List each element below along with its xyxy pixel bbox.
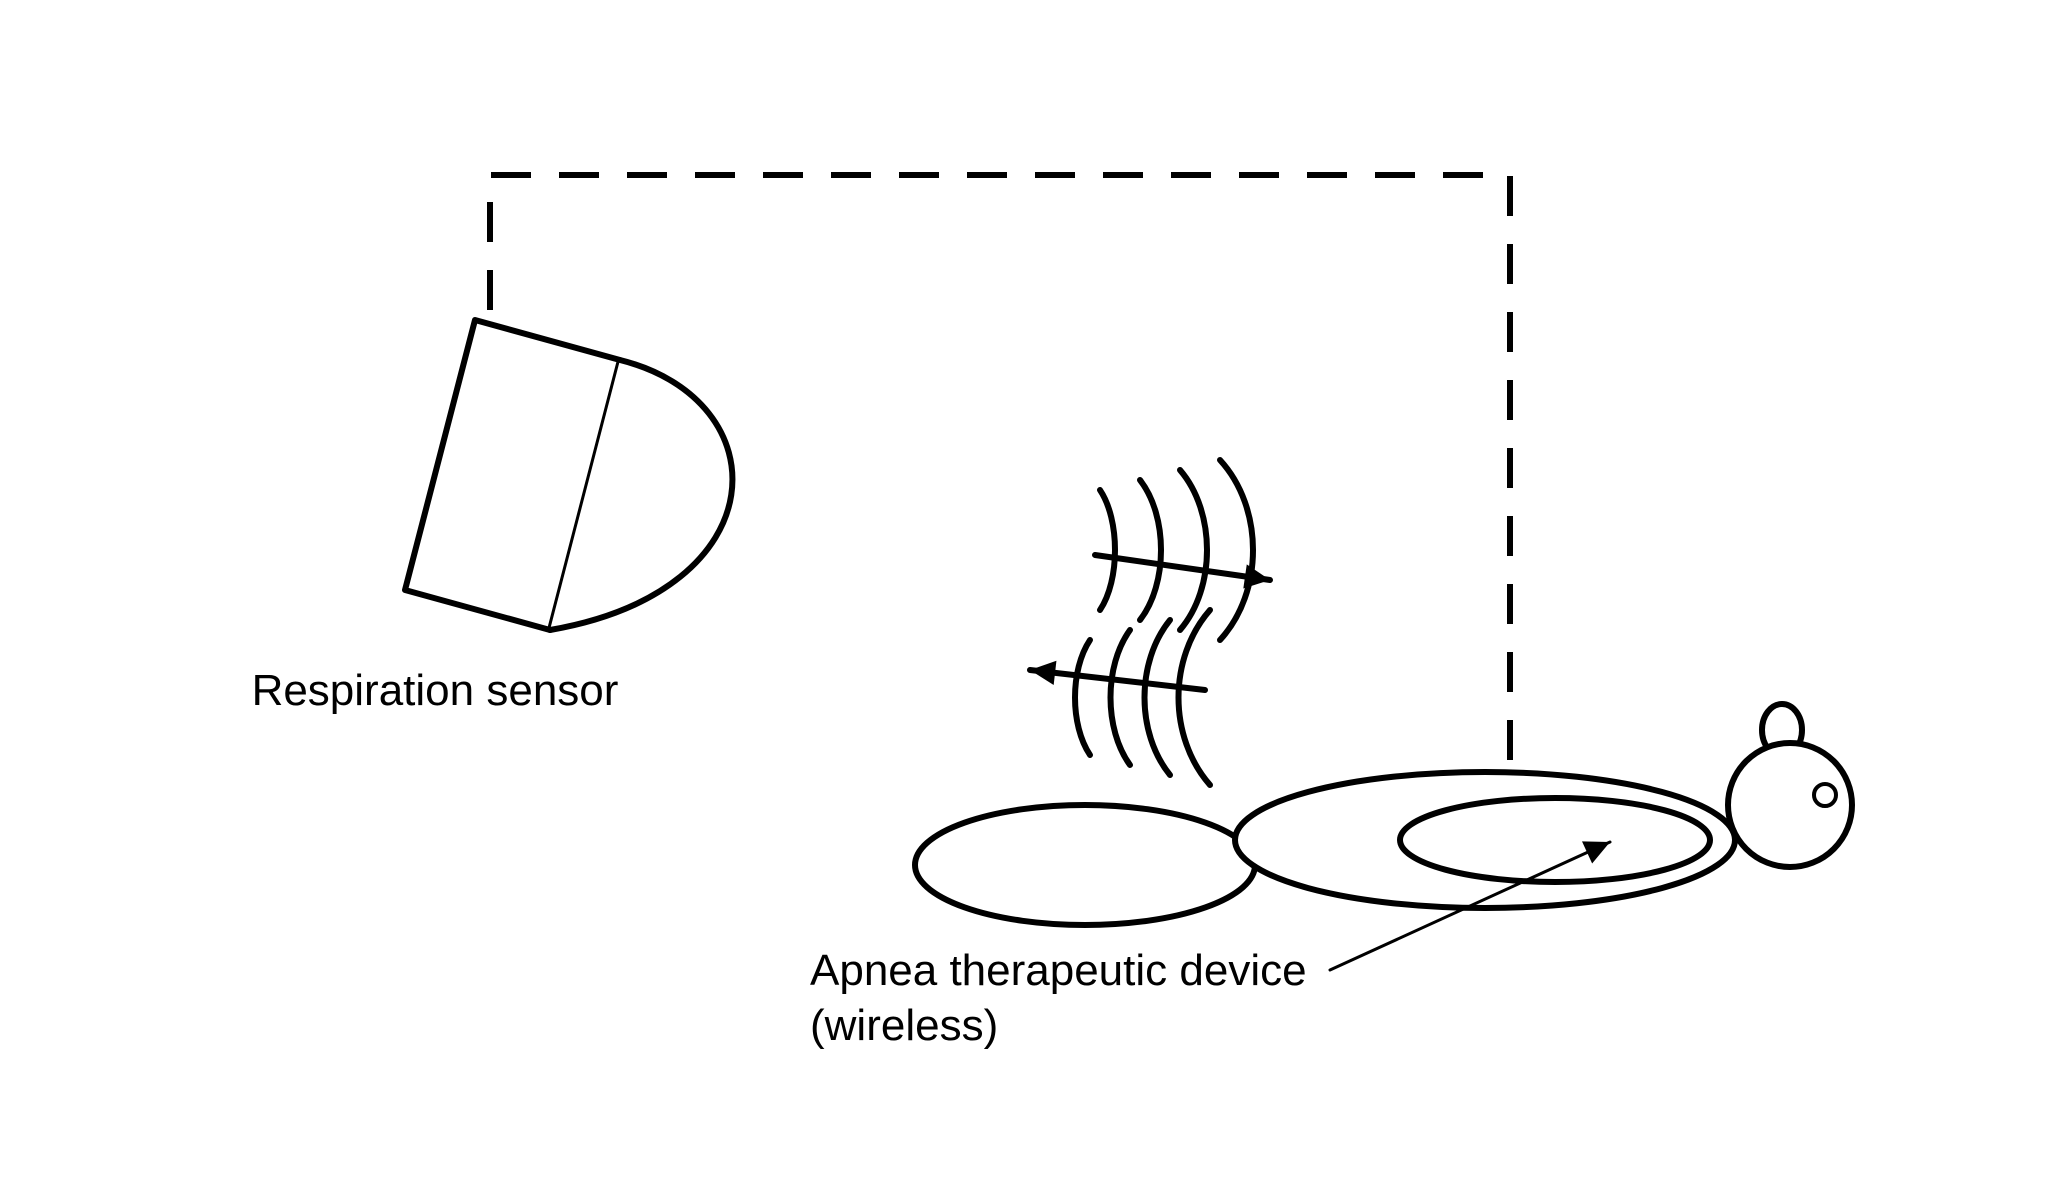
person-figure bbox=[915, 704, 1852, 925]
label-respiration-sensor: Respiration sensor bbox=[252, 666, 619, 715]
label-apnea-device-line2: (wireless) bbox=[810, 1001, 998, 1050]
signal-waves bbox=[1075, 460, 1253, 785]
label-apnea-device-line1: Apnea therapeutic device bbox=[810, 946, 1307, 995]
respiration-sensor bbox=[405, 320, 732, 630]
